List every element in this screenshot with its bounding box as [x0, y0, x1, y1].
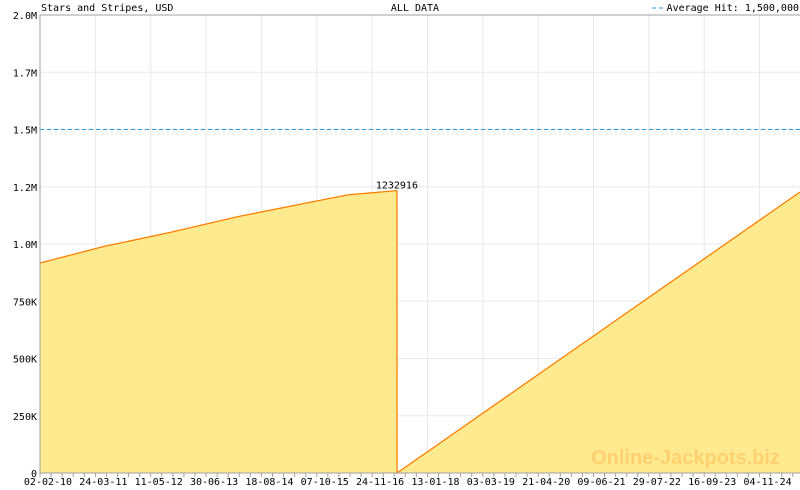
- x-tick-label: 18-08-14: [245, 477, 293, 488]
- y-tick-label: 1.7M: [13, 68, 37, 79]
- chart-title: Stars and Stripes, USD: [41, 3, 173, 14]
- x-tick-label: 13-01-18: [411, 477, 459, 488]
- axes: 0 250K 500K 750K 1.0M 1.2M 1.5M 1.7M 2.0M 02-02-1…: [13, 11, 800, 488]
- x-tick-label: 04-11-24: [743, 477, 791, 488]
- x-tick-label: 29-07-22: [633, 477, 681, 488]
- x-tick-label: 03-03-19: [467, 477, 515, 488]
- x-tick-label: 02-02-10: [24, 477, 72, 488]
- y-tick-label: 1.2M: [13, 183, 37, 194]
- y-tick-label: 1.0M: [13, 240, 37, 251]
- series-area: 1232916: [39, 129, 800, 475]
- y-tick-label: 2.0M: [13, 11, 37, 22]
- watermark: Online-Jackpots.biz: [591, 447, 780, 469]
- x-tick-label: 16-09-23: [688, 477, 736, 488]
- x-tick-label: 11-05-12: [135, 477, 183, 488]
- chart-subtitle: ALL DATA: [391, 3, 439, 14]
- x-tick-label: 24-03-11: [79, 477, 127, 488]
- y-tick-label: 250K: [13, 412, 37, 423]
- y-tick-label: 750K: [13, 297, 37, 308]
- y-tick-label: 0: [31, 469, 37, 480]
- max-value-label: 1232916: [376, 181, 418, 192]
- x-tick-label: 21-04-20: [522, 477, 570, 488]
- x-tick-label: 07-10-15: [301, 477, 349, 488]
- x-tick-label: 24-11-16: [356, 477, 404, 488]
- series-fill: [40, 190, 800, 473]
- y-tick-label: 500K: [13, 355, 37, 366]
- x-tick-label: 30-06-13: [190, 477, 238, 488]
- legend-average-label: Average Hit: 1,500,000: [667, 3, 799, 14]
- y-tick-label: 1.5M: [13, 126, 37, 137]
- x-tick-label: 09-06-21: [577, 477, 625, 488]
